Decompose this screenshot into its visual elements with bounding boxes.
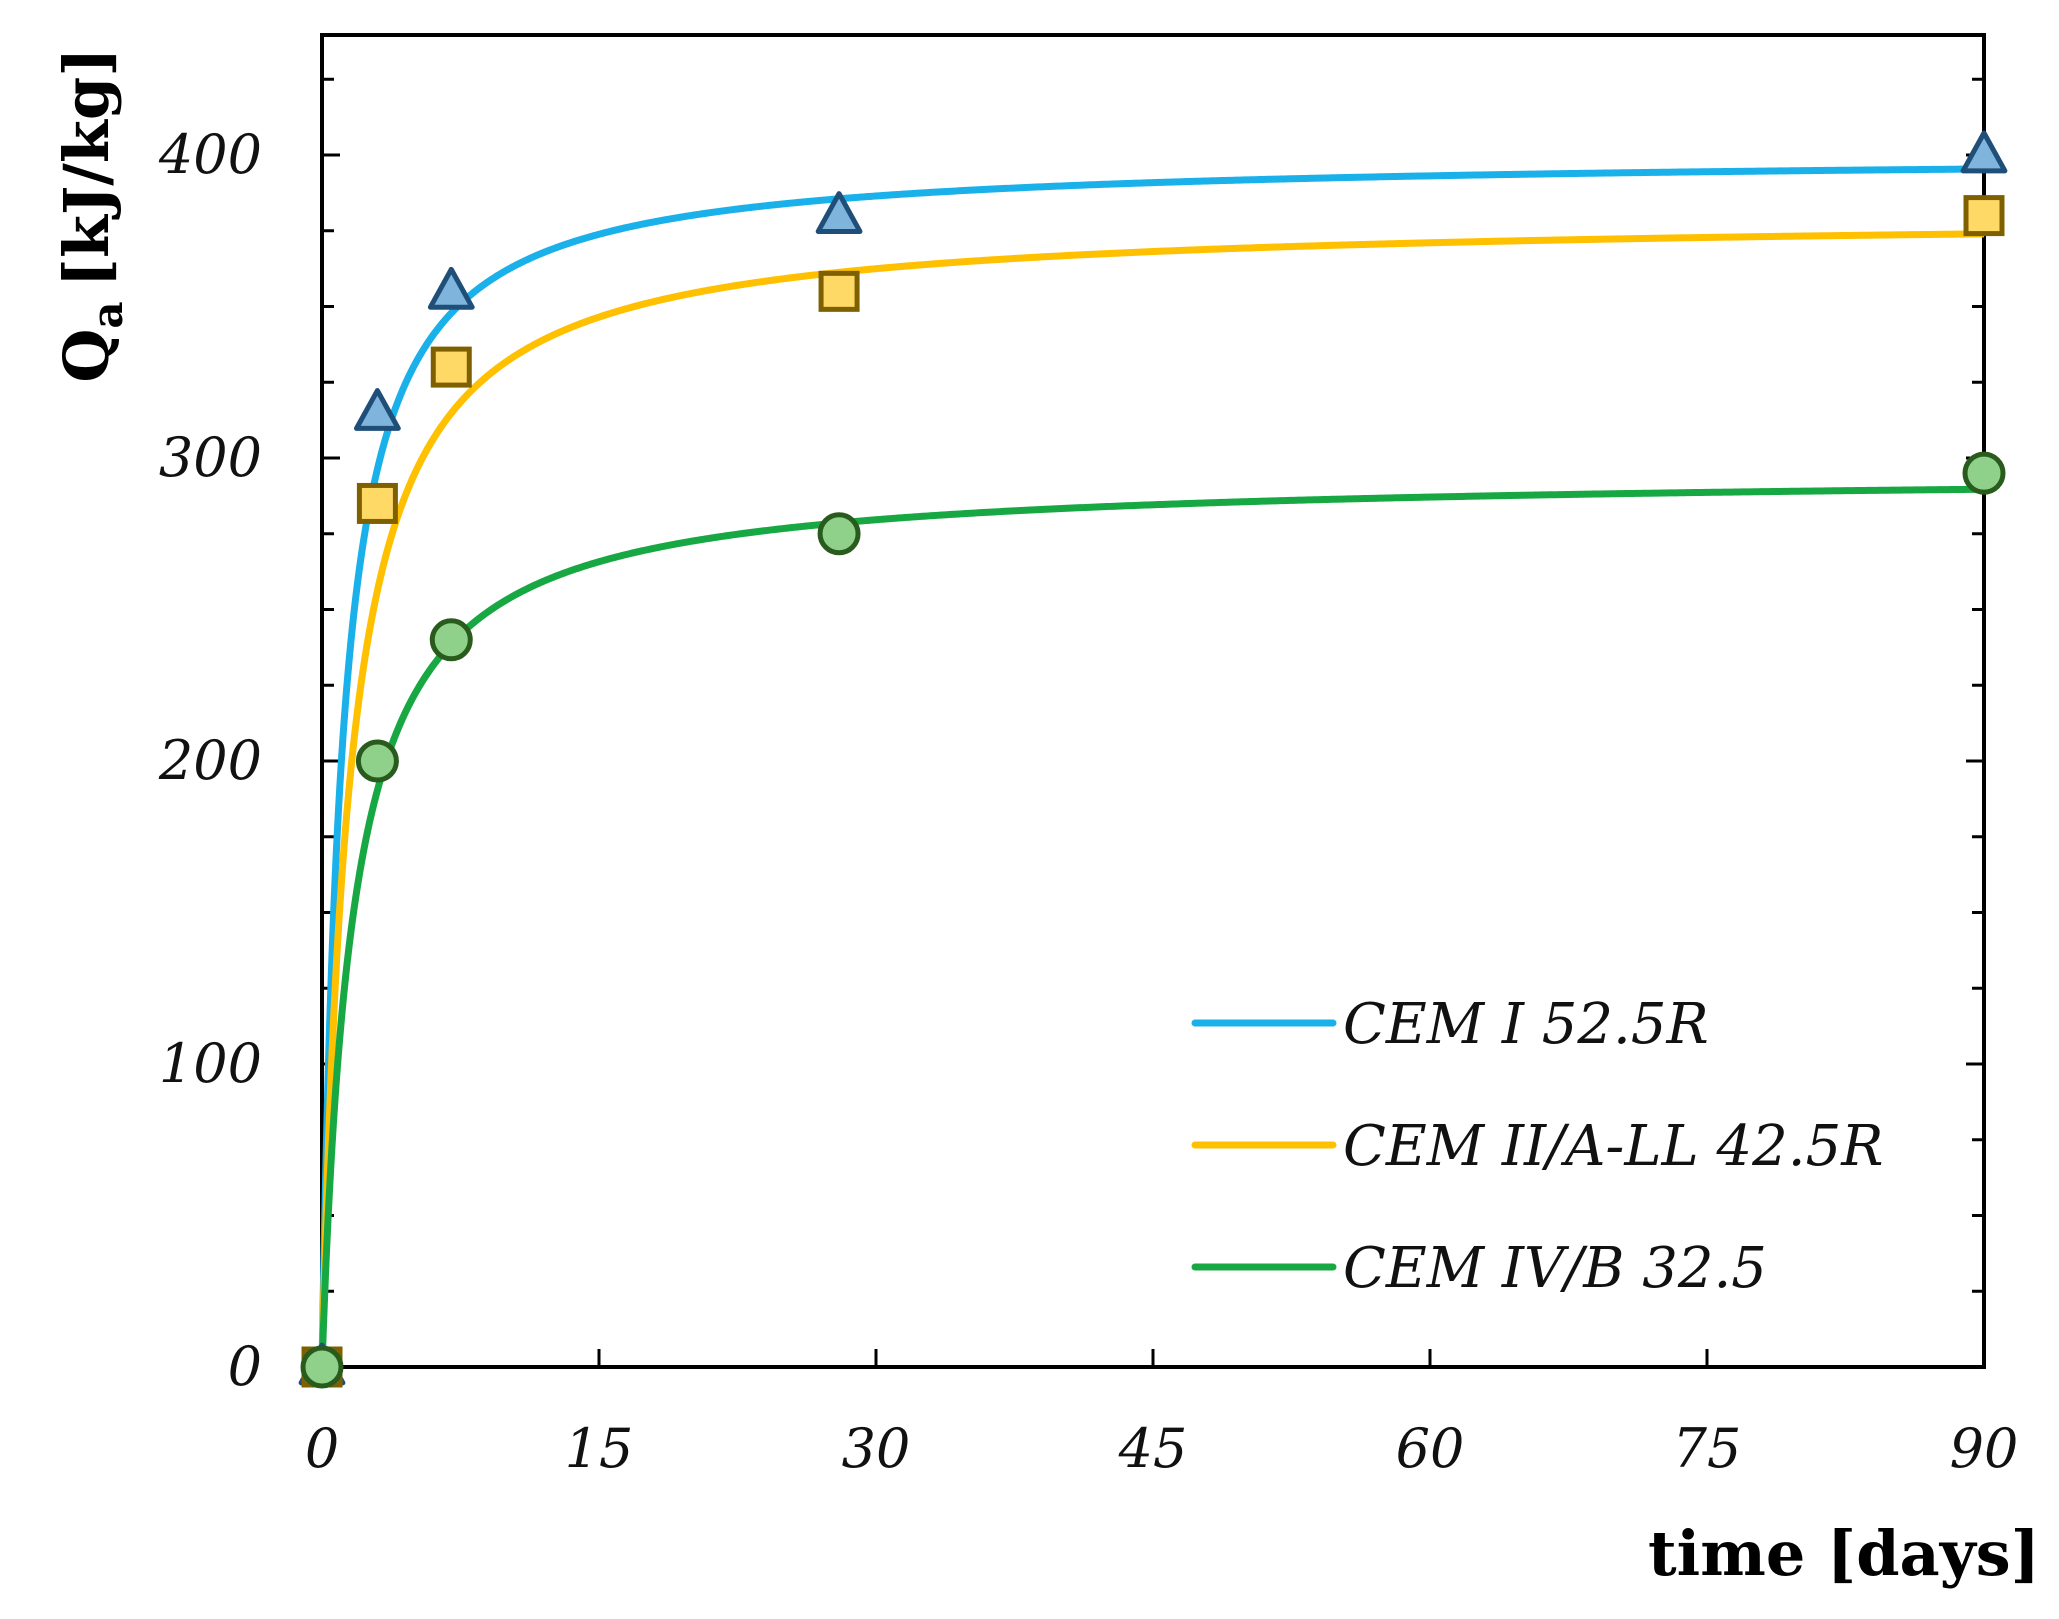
y-tick-label: 400 <box>158 123 262 186</box>
y-axis-title: Qa [kJ/kg] <box>50 47 132 382</box>
y-axis-title-unit: [kJ/kg] <box>50 47 123 287</box>
data-point-triangle <box>815 191 863 234</box>
data-point-square <box>430 346 472 388</box>
x-tick-label: 15 <box>565 1417 634 1480</box>
y-tick-label: 200 <box>158 729 262 792</box>
legend-label: CEM I 52.5R <box>1343 992 1709 1057</box>
x-tick-label: 30 <box>842 1417 911 1480</box>
x-tick-label: 60 <box>1396 1417 1465 1480</box>
x-tick-label: 0 <box>305 1417 339 1480</box>
data-point-triangle <box>427 266 475 310</box>
data-point-triangle <box>354 388 401 431</box>
y-axis-title-sub: a <box>83 301 132 328</box>
y-axis-title-main: Q <box>50 329 123 383</box>
x-tick-label: 75 <box>1673 1417 1742 1480</box>
x-tick-label: 45 <box>1118 1417 1188 1480</box>
data-point-circle <box>1962 451 2006 495</box>
fit-curve <box>318 230 1985 1371</box>
svg-text:Qa[kJ/kg]: Qa [kJ/kg] <box>50 47 132 382</box>
legend-label: CEM II/A-LL 42.5R <box>1343 1114 1883 1179</box>
x-axis-title: time [days] <box>1648 1517 2040 1590</box>
y-tick-label: 300 <box>159 426 262 489</box>
data-point-square <box>1963 195 2005 237</box>
tick-labels: 0 100 200 300 400 0 15 30 45 60 75 90 <box>158 123 2018 1480</box>
y-tick-label: 100 <box>159 1032 262 1095</box>
data-point-square <box>356 482 398 524</box>
data-point-circle <box>300 1345 344 1389</box>
data-markers <box>298 130 2008 1389</box>
fit-curve <box>318 485 1985 1371</box>
data-point-circle <box>355 739 399 783</box>
fit-curve <box>318 165 1985 1371</box>
data-point-circle <box>429 618 473 662</box>
legend-label: CEM IV/B 32.5 <box>1343 1236 1767 1301</box>
fit-curves <box>318 165 1985 1371</box>
legend: CEM I 52.5R CEM II/A-LL 42.5R CEM IV/B 32.… <box>1191 992 1883 1301</box>
data-point-triangle <box>1960 130 2008 174</box>
data-point-circle <box>817 512 861 556</box>
y-tick-label: 0 <box>228 1335 262 1398</box>
data-point-square <box>818 270 860 312</box>
x-tick-label: 90 <box>1950 1417 2019 1480</box>
